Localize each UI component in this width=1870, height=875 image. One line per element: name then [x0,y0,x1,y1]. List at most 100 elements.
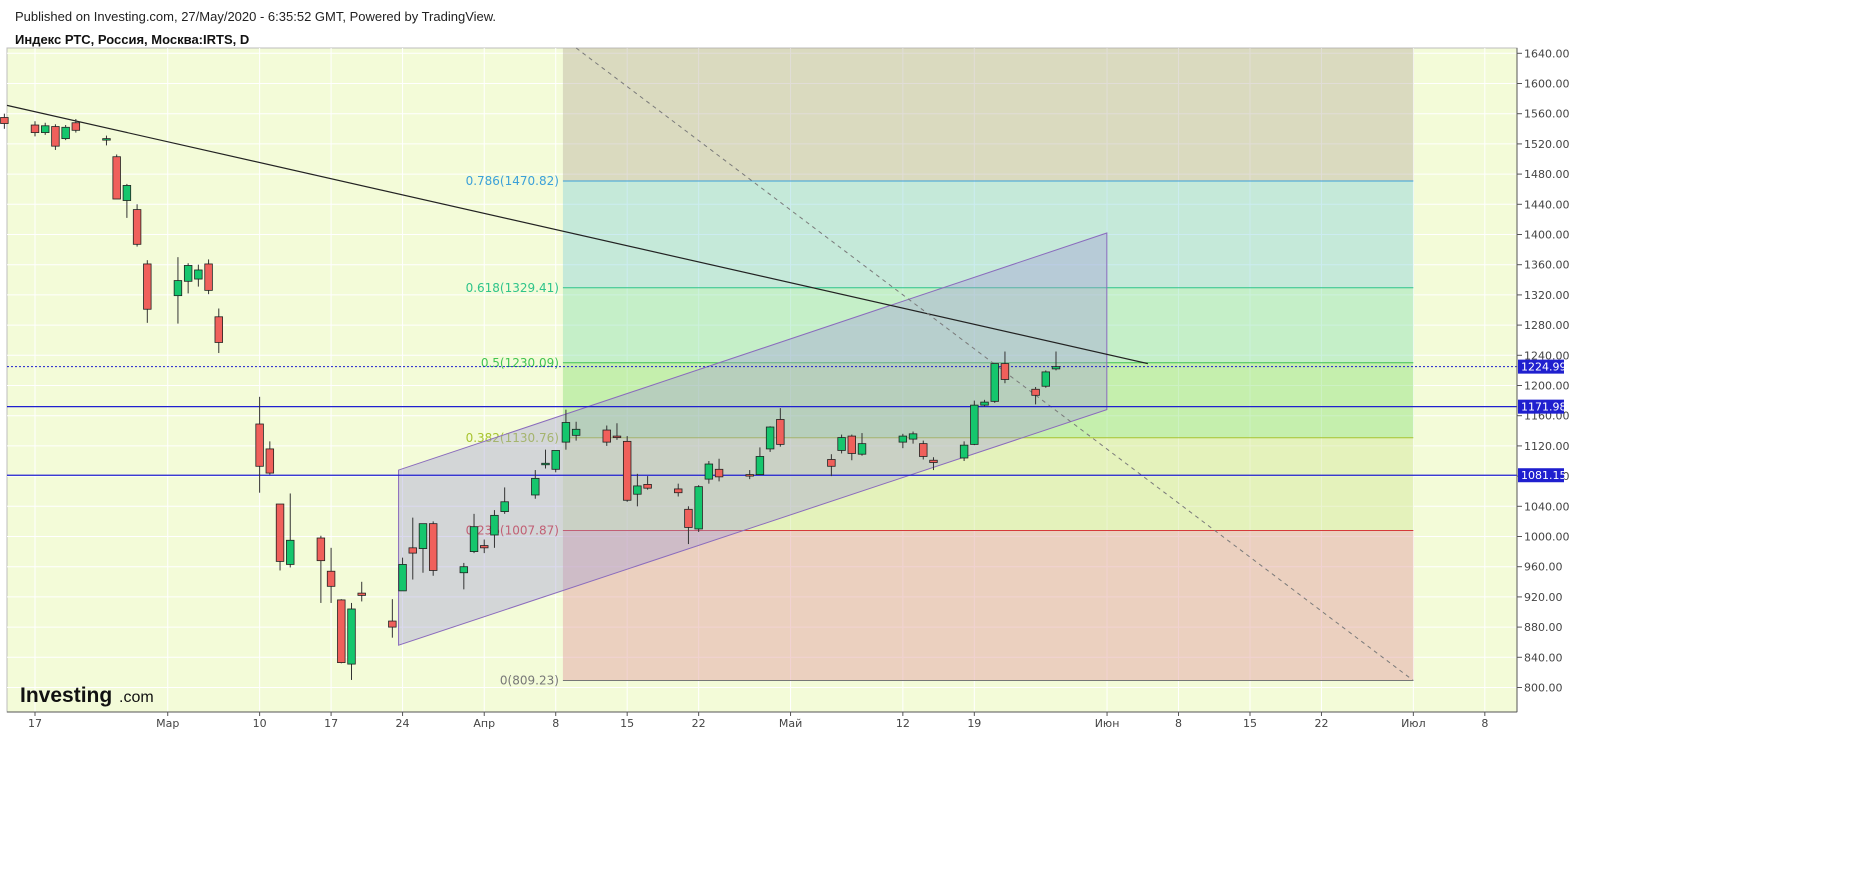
candle-body-down [929,459,938,463]
investing-logo: Investing .com [20,684,154,707]
time-axis[interactable]: 17 Мар 10 17 24 Апр 8 15 22 Май 12 19 Июн 8 15 22 Июл 8 [7,711,1517,730]
price-tick-label: 840.00 [1524,651,1563,664]
last-price-tag [1518,359,1564,374]
price-axis[interactable]: 1640.00 1600.00 1560.00 1520.00 1480.00 1440.… [1516,47,1570,712]
price-level-tag-text: 1081.15 [1521,469,1567,482]
candle-body-up [755,456,765,475]
fib-level-label: 0.382(1130.76) [466,431,559,445]
price-tick-label: 1640.00 [1524,47,1570,60]
candle-body-up [61,126,70,140]
candle-body-down [316,537,326,562]
candle-body-down [827,459,836,467]
price-tick-label: 1120.00 [1524,440,1570,453]
candle-body-up [173,280,183,297]
last-price-tag-text: 1224.99 [1521,361,1567,374]
fibonacci-retracement: 0.786(1470.82) 0.618(1329.41) 0.5(1230.09)… [466,48,1414,688]
price-level-tag [1518,468,1564,483]
price-tick-label: 1360.00 [1524,259,1570,272]
candle-body-up [418,523,428,549]
candle-body-down [1031,388,1040,396]
candle-body-down [30,124,40,133]
candle-body-down [132,209,142,245]
time-tick-label: 10 [253,717,267,730]
price-tick-label: 920.00 [1524,591,1563,604]
time-tick-label: 8 [552,717,559,730]
candle-body-down [51,126,60,147]
fib-zone [562,181,1414,288]
price-tick-label: 1280.00 [1524,319,1570,332]
price-tick-label: 1440.00 [1524,198,1570,211]
candle-body-up [561,422,571,443]
candle-body-up [970,404,979,445]
price-tick-label: 1560.00 [1524,108,1570,121]
time-tick-label: 8 [1481,717,1488,730]
candle-body-down [204,263,213,291]
candle-body-down [388,620,397,628]
price-tick-label: 880.00 [1524,621,1563,634]
candle-body-up [347,608,356,665]
logo-main-text: Investing [20,684,112,707]
candle-body-up [122,185,132,201]
candle-body-down [1000,363,1010,380]
time-tick-label: 12 [896,717,910,730]
candle-body-down [847,435,856,454]
candle-body-down [0,117,9,124]
candle-body-up [1041,371,1050,387]
price-tick-label: 1480.00 [1524,168,1570,181]
candle-body-down [745,474,754,477]
dashed-diagonal-line [575,47,1414,681]
candle-body-down [622,440,632,501]
candle-body-down [326,570,336,587]
candle-body-down [337,599,346,663]
price-tick-label: 1000.00 [1524,531,1570,544]
candle-body-up [633,485,642,495]
candle-body-down [71,122,81,131]
price-tick-label: 1040.00 [1524,500,1570,513]
candle-body-up [41,125,50,133]
candle-body-down [408,547,417,554]
price-level-tag [1518,399,1564,414]
candle-body-up [959,444,969,459]
candle-body-down [602,429,611,443]
candle-body-up [694,486,703,530]
candle-body-down [674,488,683,494]
fib-level-label: 0.236(1007.87) [466,524,559,538]
candle-body-down [643,484,652,489]
candle-body-up [765,426,775,450]
candles [0,113,1061,680]
candle-body-up [469,526,479,552]
candle-body-up [183,265,193,282]
time-tick-label: 17 [324,717,338,730]
time-tick-label: Июн [1095,717,1120,730]
candle-body-down [112,156,121,200]
candle-body-up [857,443,867,455]
published-caption: Published on Investing.com, 27/May/2020 … [15,9,497,24]
candle-body-down [428,523,438,571]
time-tick-label: 8 [1175,717,1182,730]
candle-body-up [490,514,499,536]
price-level-tag-text: 1171.98 [1521,401,1567,414]
candle-body-down [214,316,223,343]
fib-level-label: 0(809.23) [500,674,559,688]
time-tick-label: 15 [1243,717,1257,730]
candle-body-up [837,437,846,451]
time-tick-label: 22 [692,717,706,730]
candle-body-up [194,269,203,280]
fib-level-label: 0.618(1329.41) [466,281,559,295]
trend-lines [6,47,1517,681]
fib-zone [562,48,1414,182]
candle-body-down [143,263,152,310]
candle-body-up [1051,366,1061,370]
candle-body-up [990,363,999,402]
price-tick-label: 1400.00 [1524,229,1570,242]
fib-zone [562,437,1414,531]
candle-body-down [255,423,264,467]
candle-body-up [898,435,908,443]
candle-body-up [531,477,540,496]
price-tick-label: 1600.00 [1524,78,1570,91]
candle-body-up [704,463,714,480]
candle-body-up [398,564,407,592]
time-tick-label: 17 [28,717,42,730]
logo-sub-text: .com [119,689,154,706]
